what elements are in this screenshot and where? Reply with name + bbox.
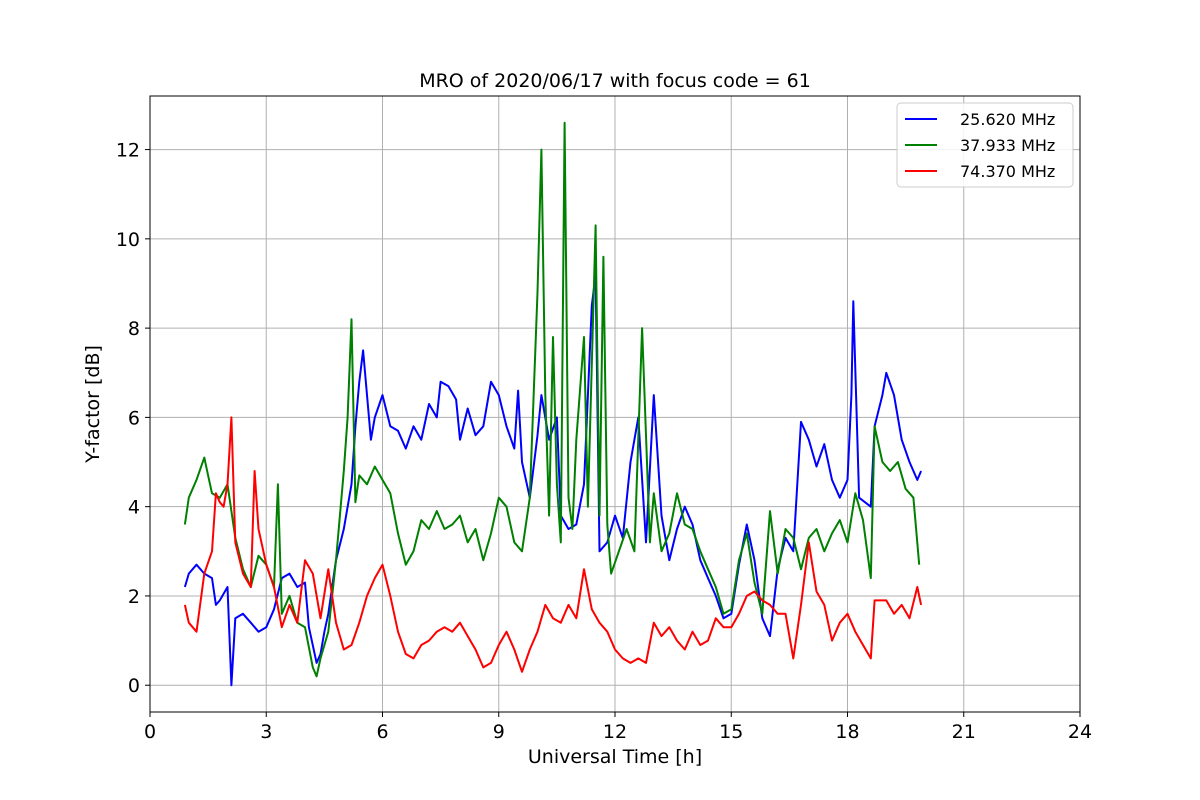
chart-title: MRO of 2020/06/17 with focus code = 61 xyxy=(419,70,811,92)
x-axis: 0 3 6 9 12 15 18 21 24 xyxy=(144,712,1092,743)
x-tick-label: 15 xyxy=(719,721,743,743)
x-axis-label: Universal Time [h] xyxy=(528,746,702,768)
legend-box xyxy=(896,102,1074,188)
series-line-1 xyxy=(183,121,921,678)
x-tick-label: 0 xyxy=(144,721,156,743)
y-tick-label: 6 xyxy=(128,407,140,429)
legend-label: 25.620 MHz xyxy=(960,110,1055,129)
y-tick-label: 8 xyxy=(128,318,140,340)
series-line-0 xyxy=(183,273,923,687)
legend-label: 74.370 MHz xyxy=(960,162,1055,181)
x-tick-label: 21 xyxy=(952,721,976,743)
x-tick-label: 12 xyxy=(603,721,627,743)
x-tick-label: 18 xyxy=(835,721,859,743)
legend-label: 37.933 MHz xyxy=(960,136,1055,155)
x-tick-label: 3 xyxy=(260,721,272,743)
y-tick-label: 2 xyxy=(128,586,140,608)
series-layer xyxy=(183,121,923,687)
y-tick-label: 12 xyxy=(116,140,140,162)
y-tick-label: 10 xyxy=(116,229,140,251)
x-tick-label: 24 xyxy=(1068,721,1092,743)
y-tick-label: 0 xyxy=(128,675,140,697)
y-axis-label: Y-factor [dB] xyxy=(82,345,104,464)
series-line-2 xyxy=(183,416,923,673)
legend: 25.620 MHz 37.933 MHz 74.370 MHz xyxy=(896,102,1074,188)
x-tick-label: 6 xyxy=(376,721,388,743)
y-tick-label: 4 xyxy=(128,497,140,519)
x-tick-label: 9 xyxy=(493,721,505,743)
y-axis: 0 2 4 6 8 10 12 xyxy=(116,140,150,697)
